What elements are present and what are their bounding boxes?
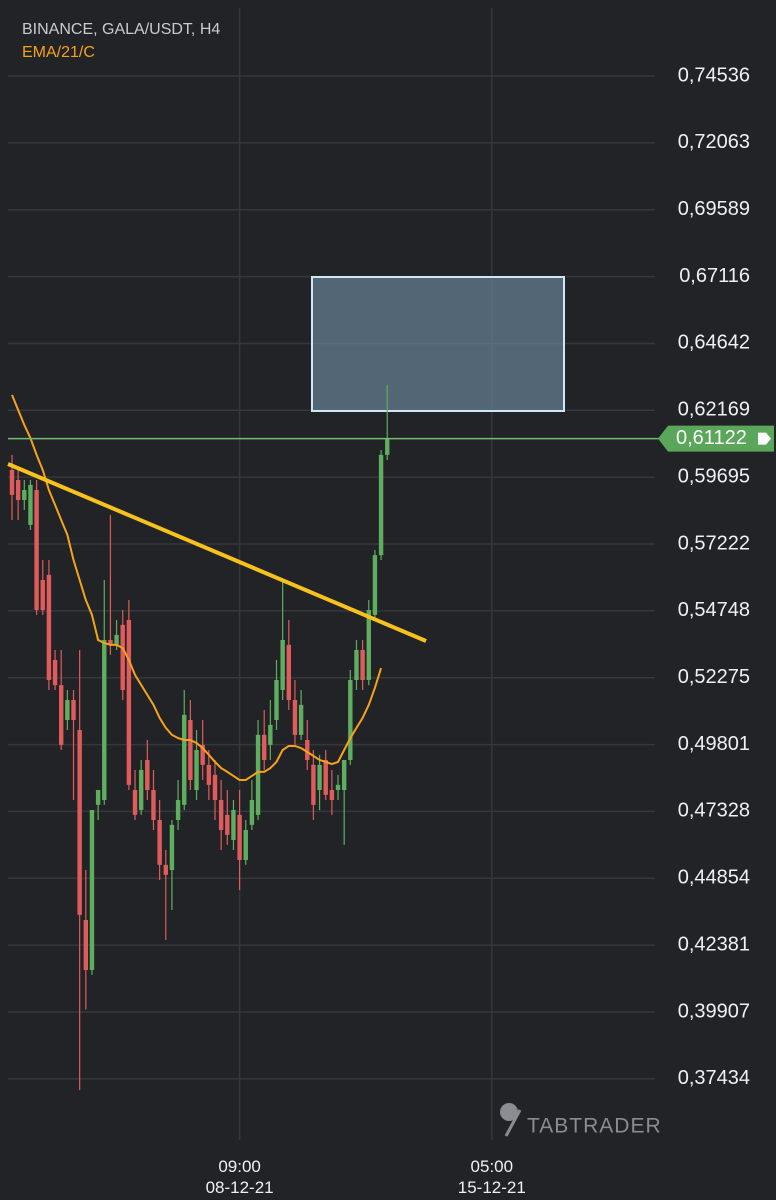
candle-body [132,790,138,815]
y-tick-label: 0,74536 [678,64,750,86]
candle-body [194,750,199,790]
candle-body [348,680,353,760]
candle-body [298,704,304,735]
last-price-tag [658,425,774,452]
candle-body [360,650,365,680]
candle-body [108,640,113,645]
candle-body [28,484,33,525]
candle-body [188,720,193,780]
candle-body [40,580,45,610]
candle-body [151,790,156,820]
y-tick-label: 0,47328 [678,800,750,822]
drawn-box [311,276,565,412]
candle-body [237,814,242,860]
y-tick-label: 0,37434 [678,1067,750,1089]
candle-body [102,640,107,800]
watermark-icon [500,1103,518,1121]
plot [9,384,390,1090]
candle-body [341,760,347,790]
chart-title: BINANCE, GALA/USDT, H4 [22,21,220,38]
candle-body [354,650,359,680]
candle-body [163,864,168,875]
candle-body [89,810,95,970]
axis: 0,74536 0,72063 0,69589 0,67116 0,64642 0,621… [8,64,774,1197]
candle-body [175,800,181,820]
y-tick-label: 0,52275 [678,666,750,688]
candle-body [305,740,310,760]
candle-body [231,810,236,840]
tag-icon [758,432,771,445]
candle-body [225,814,230,835]
candle-body [317,764,322,790]
candle-body [182,714,187,805]
candle-body [206,764,212,785]
candle-body [145,760,150,790]
candle-body [268,724,273,745]
candle-body [323,760,328,795]
candle-body [243,830,248,860]
candle-body [286,644,292,700]
last-price-label: 0,61122 [676,427,747,449]
candle-body [280,640,285,690]
candle-body [52,660,58,686]
watermark-text: TABTRADER [527,1115,662,1138]
candle-body [378,454,384,556]
watermark-icon [504,1109,522,1137]
candle-body [83,920,89,970]
watermark: TABTRADER [500,1103,662,1138]
candle-body [255,734,261,815]
candle-body [46,574,52,680]
y-tick-label: 0,57222 [678,532,750,554]
candle-body [329,790,335,800]
y-tick-label: 0,64642 [678,332,750,354]
candle-body [366,610,371,680]
candle-body [218,800,224,830]
y-tick-label: 0,67116 [679,265,750,287]
candle-body [157,820,162,865]
candle-body [262,734,267,760]
candle-body [65,700,70,720]
candle-body [212,774,218,800]
y-tick-label: 0,49801 [678,733,750,755]
candle-body [311,764,316,805]
candle-body [114,634,119,645]
candle-body [169,824,175,870]
candle-body [372,555,378,615]
y-tick-label: 0,39907 [678,1000,750,1022]
ema-line [11,394,383,781]
candle-body [9,470,15,495]
candle-body [59,685,64,745]
candle-body [385,438,390,455]
y-tick-label: 0,42381 [678,933,750,955]
grid [8,8,655,1140]
y-tick-label: 0,44854 [678,867,750,889]
x-tick-label: 05:00 15-12-21 [458,1157,526,1197]
candle-body [126,620,132,785]
candle-body [77,730,82,915]
candle-body [292,700,298,735]
x-tick-label: 09:00 08-12-21 [206,1157,274,1197]
candle-body [200,744,205,765]
candle-body [15,480,21,500]
candle-body [95,790,101,805]
candle-body [22,490,27,500]
y-tick-label: 0,72063 [678,131,750,153]
y-tick-label: 0,59695 [678,465,750,487]
candle-body [138,770,144,810]
candle-body [34,490,39,610]
y-tick-label: 0,69589 [678,198,750,220]
candle-body [71,700,76,720]
y-tick-label: 0,62169 [678,399,750,421]
candle-body [249,800,255,825]
trend-line [7,462,427,643]
legend-entry: EMA/21/C [22,44,95,61]
candle-body [120,624,125,690]
y-tick-label: 0,54748 [678,599,750,621]
candle-body [335,784,341,790]
candle-body [274,680,279,720]
